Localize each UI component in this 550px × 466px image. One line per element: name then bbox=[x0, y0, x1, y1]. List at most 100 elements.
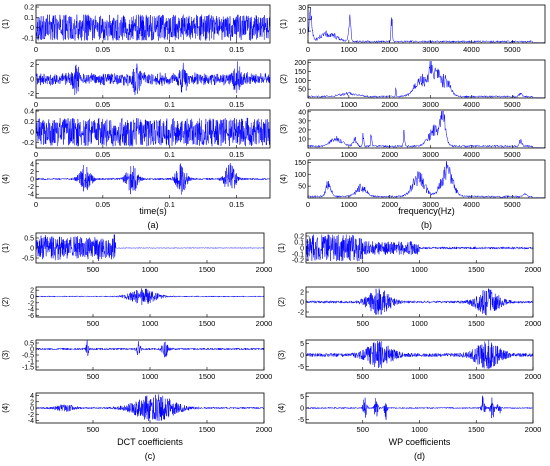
row-tag: (4) bbox=[1, 174, 10, 184]
y-tick-label: -4 bbox=[28, 307, 34, 314]
y-tick-label: 0.1 bbox=[24, 15, 34, 22]
y-tick-label: 40 bbox=[298, 109, 306, 116]
x-tick-label: 0 bbox=[306, 45, 310, 54]
x-tick-label: 4000 bbox=[463, 200, 480, 209]
signal-trace bbox=[35, 61, 271, 96]
x-axis-label: DCT coefficients bbox=[117, 437, 183, 447]
signal-trace bbox=[35, 117, 271, 147]
row-tag: (3) bbox=[279, 124, 288, 134]
y-tick-label: 0 bbox=[300, 406, 304, 413]
y-tick-label: 5 bbox=[300, 341, 304, 348]
x-tick-label: 2000 bbox=[381, 100, 398, 109]
x-tick-label: 1000 bbox=[341, 100, 358, 109]
y-tick-label: -0.5 bbox=[22, 256, 34, 263]
y-tick-label: -0.1 bbox=[22, 35, 34, 42]
row-tag: (2) bbox=[279, 74, 288, 84]
subplot-b-1: (1) 30 20 10 0 1000 2000 3000 4000 5000 bbox=[279, 4, 546, 54]
y-tick-label: 10 bbox=[298, 29, 306, 36]
x-tick-label: 0 bbox=[306, 100, 310, 109]
signal-trace bbox=[35, 288, 265, 305]
x-tick-label: 500 bbox=[356, 265, 369, 274]
x-tick-label: 2000 bbox=[525, 372, 542, 381]
axes-frame bbox=[307, 59, 546, 99]
signal-trace bbox=[307, 7, 546, 44]
x-tick-label: 4000 bbox=[463, 150, 480, 159]
x-tick-label: 500 bbox=[87, 265, 100, 274]
x-tick-label: 500 bbox=[356, 319, 369, 328]
row-tag: (3) bbox=[277, 350, 286, 360]
subplot-c-2: (2) 20-2-4-6 500 1000 1500 2000 bbox=[1, 286, 273, 328]
y-tick-label: -5 bbox=[298, 417, 304, 424]
subplot-c-4: (4) 420-2-4 500 1000 1500 2000 bbox=[1, 392, 272, 434]
x-tick-label: 1500 bbox=[468, 425, 485, 434]
y-tick-label: -2 bbox=[298, 310, 304, 317]
y-tick-label: 100 bbox=[294, 78, 306, 85]
y-tick-label: 0 bbox=[300, 353, 304, 360]
y-tick-label: 0 bbox=[30, 130, 34, 137]
x-tick-label: 1000 bbox=[411, 265, 428, 274]
x-tick-label: 1000 bbox=[142, 372, 159, 381]
x-tick-label: 2000 bbox=[525, 319, 542, 328]
x-axis-label: WP coefficients bbox=[389, 437, 451, 447]
x-tick-label: 2000 bbox=[381, 45, 398, 54]
x-axis-label: time(s) bbox=[139, 206, 167, 216]
x-tick-label: 2000 bbox=[256, 265, 273, 274]
x-tick-label: 0.05 bbox=[96, 200, 111, 209]
signal-trace bbox=[35, 340, 265, 358]
signal-trace bbox=[305, 234, 534, 262]
x-tick-label: 1000 bbox=[142, 425, 159, 434]
x-tick-label: 3000 bbox=[422, 150, 439, 159]
x-tick-label: 2000 bbox=[525, 425, 542, 434]
row-tag: (1) bbox=[277, 243, 286, 253]
y-tick-label: -2 bbox=[28, 184, 34, 191]
x-tick-label: 0 bbox=[34, 150, 38, 159]
x-tick-label: 0.15 bbox=[229, 45, 244, 54]
x-tick-label: 1500 bbox=[468, 372, 485, 381]
row-tag: (2) bbox=[1, 74, 10, 84]
x-tick-label: 0.05 bbox=[96, 100, 111, 109]
y-tick-label: 0.5 bbox=[24, 341, 34, 348]
x-tick-label: 0.1 bbox=[164, 200, 174, 209]
y-tick-label: -4 bbox=[28, 418, 34, 425]
signal-trace bbox=[35, 234, 265, 262]
x-tick-label: 2000 bbox=[381, 200, 398, 209]
y-tick-label: 5 bbox=[300, 394, 304, 401]
y-tick-label: 200 bbox=[294, 60, 306, 67]
y-tick-label: 2 bbox=[30, 62, 34, 69]
x-tick-label: 0.05 bbox=[96, 45, 111, 54]
y-tick-label: 2 bbox=[30, 169, 34, 176]
y-tick-label: 4 bbox=[30, 161, 34, 168]
subplot-d-3: (3) 5 0 -5 500 1000 1500 2000 bbox=[277, 339, 542, 381]
row-tag: (2) bbox=[277, 297, 286, 307]
y-tick-label: -0.1 bbox=[292, 252, 304, 259]
x-tick-label: 500 bbox=[87, 425, 100, 434]
y-tick-label: -4 bbox=[28, 192, 34, 199]
x-tick-label: 2000 bbox=[256, 372, 273, 381]
y-tick-label: -1.5 bbox=[22, 365, 34, 372]
row-tag: (4) bbox=[1, 403, 10, 413]
signal-trace bbox=[307, 110, 545, 149]
x-tick-label: 0.1 bbox=[164, 100, 174, 109]
x-tick-label: 0.05 bbox=[96, 150, 111, 159]
y-tick-label: 0 bbox=[30, 25, 34, 32]
x-tick-label: 1000 bbox=[341, 200, 358, 209]
subplot-b-4: (4) 150 100 50 0 1000 2000 3000 4000 5000 bbox=[279, 159, 546, 209]
x-tick-label: 0 bbox=[34, 200, 38, 209]
y-tick-label: 2 bbox=[300, 290, 304, 297]
y-tick-label: 0.2 bbox=[24, 5, 34, 12]
x-tick-label: 2000 bbox=[256, 319, 273, 328]
signal-trace bbox=[35, 162, 271, 195]
y-tick-label: -2 bbox=[28, 300, 34, 307]
axes-frame bbox=[307, 109, 546, 149]
x-tick-label: 4000 bbox=[463, 45, 480, 54]
x-tick-label: 1000 bbox=[411, 372, 428, 381]
x-tick-label: 3000 bbox=[422, 200, 439, 209]
x-tick-label: 2000 bbox=[525, 265, 542, 274]
signal-trace bbox=[307, 61, 546, 99]
x-tick-label: 1000 bbox=[411, 319, 428, 328]
axes-frame bbox=[35, 4, 271, 44]
y-tick-label: 50 bbox=[298, 184, 306, 191]
x-tick-label: 1500 bbox=[199, 319, 216, 328]
